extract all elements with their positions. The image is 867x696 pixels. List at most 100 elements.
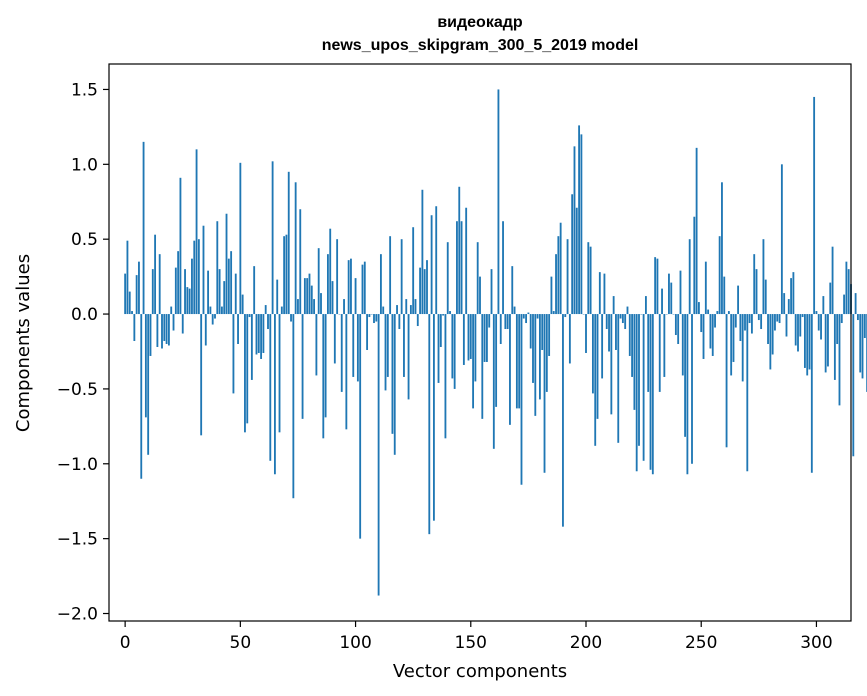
bar bbox=[170, 306, 173, 315]
bar bbox=[725, 314, 728, 448]
bar bbox=[490, 269, 493, 315]
bar bbox=[737, 285, 740, 315]
y-tick-label: 1.5 bbox=[71, 80, 98, 100]
bar bbox=[527, 312, 530, 315]
y-tick-label: −1.5 bbox=[57, 530, 98, 550]
bar bbox=[391, 314, 394, 434]
bar bbox=[573, 146, 576, 315]
bar bbox=[379, 254, 382, 315]
x-tick-label: 250 bbox=[685, 633, 717, 653]
bar bbox=[260, 314, 263, 359]
bar bbox=[532, 314, 534, 383]
bar bbox=[128, 291, 131, 315]
bar bbox=[612, 296, 615, 315]
bar bbox=[679, 270, 682, 315]
bar bbox=[209, 306, 212, 315]
bar bbox=[502, 221, 504, 315]
bar bbox=[568, 314, 571, 364]
bar bbox=[681, 314, 684, 376]
chart-title-line1: видеокадр bbox=[437, 14, 523, 31]
bar bbox=[780, 164, 783, 315]
bar bbox=[451, 314, 454, 379]
bar bbox=[642, 314, 645, 461]
bar bbox=[504, 314, 507, 330]
bar bbox=[856, 314, 859, 321]
bar bbox=[746, 314, 749, 472]
bar bbox=[140, 314, 143, 479]
bar bbox=[693, 216, 696, 315]
y-axis-label: Components values bbox=[13, 254, 34, 432]
bar bbox=[617, 314, 620, 443]
bar bbox=[817, 314, 820, 331]
x-tick-label: 50 bbox=[230, 633, 252, 653]
bar bbox=[345, 314, 348, 430]
bar bbox=[714, 314, 716, 328]
bar bbox=[195, 149, 198, 315]
bar bbox=[525, 314, 528, 324]
bar bbox=[167, 314, 170, 346]
bar bbox=[767, 314, 769, 344]
bar bbox=[723, 276, 726, 315]
bar bbox=[315, 314, 318, 376]
bar bbox=[548, 314, 551, 356]
bar bbox=[861, 314, 864, 379]
chart-title-line2: news_upos_skipgram_300_5_2019 model bbox=[322, 37, 639, 54]
bar bbox=[389, 236, 392, 315]
bar bbox=[803, 314, 806, 368]
bar bbox=[428, 314, 431, 535]
bar bbox=[241, 294, 244, 315]
bar bbox=[301, 314, 304, 419]
bar bbox=[414, 299, 417, 315]
bar bbox=[757, 314, 760, 321]
bar bbox=[598, 272, 601, 315]
x-tick-label: 0 bbox=[120, 633, 131, 653]
bar bbox=[727, 311, 730, 315]
bar bbox=[297, 299, 299, 315]
bar bbox=[412, 227, 415, 315]
bar bbox=[859, 314, 862, 373]
bar bbox=[432, 314, 435, 521]
bar bbox=[700, 314, 703, 333]
bar bbox=[485, 314, 488, 362]
bar bbox=[806, 314, 809, 376]
bar bbox=[460, 221, 463, 315]
bar bbox=[225, 213, 228, 315]
bar bbox=[797, 314, 799, 352]
bar bbox=[580, 134, 583, 315]
bar bbox=[499, 314, 502, 344]
bar bbox=[458, 186, 461, 315]
bar bbox=[133, 314, 136, 341]
bar bbox=[474, 314, 477, 382]
bar bbox=[154, 234, 157, 315]
bar bbox=[290, 314, 292, 322]
bar bbox=[244, 314, 246, 433]
bar bbox=[405, 299, 408, 315]
bar bbox=[326, 254, 329, 315]
bar bbox=[350, 258, 352, 315]
bar bbox=[691, 314, 693, 464]
bar bbox=[783, 293, 786, 315]
bar bbox=[688, 239, 691, 315]
bar bbox=[744, 314, 746, 331]
bar bbox=[591, 314, 594, 394]
bar bbox=[707, 309, 710, 315]
bar bbox=[656, 258, 659, 315]
bar bbox=[718, 236, 721, 315]
bar bbox=[522, 314, 525, 319]
bar bbox=[709, 314, 712, 349]
bar bbox=[333, 314, 336, 364]
x-axis-ticks: 0 50 100 150 200 250 300 bbox=[120, 621, 833, 653]
bar bbox=[292, 314, 295, 499]
bar bbox=[186, 287, 189, 315]
bar bbox=[283, 236, 286, 315]
bar bbox=[559, 222, 562, 315]
bar bbox=[585, 314, 587, 353]
bar bbox=[541, 314, 544, 350]
bar bbox=[854, 293, 857, 315]
bar bbox=[347, 260, 350, 315]
bar bbox=[419, 267, 422, 315]
bar bbox=[239, 162, 242, 315]
bar bbox=[845, 261, 848, 315]
bar bbox=[165, 314, 168, 344]
bar bbox=[543, 314, 546, 473]
